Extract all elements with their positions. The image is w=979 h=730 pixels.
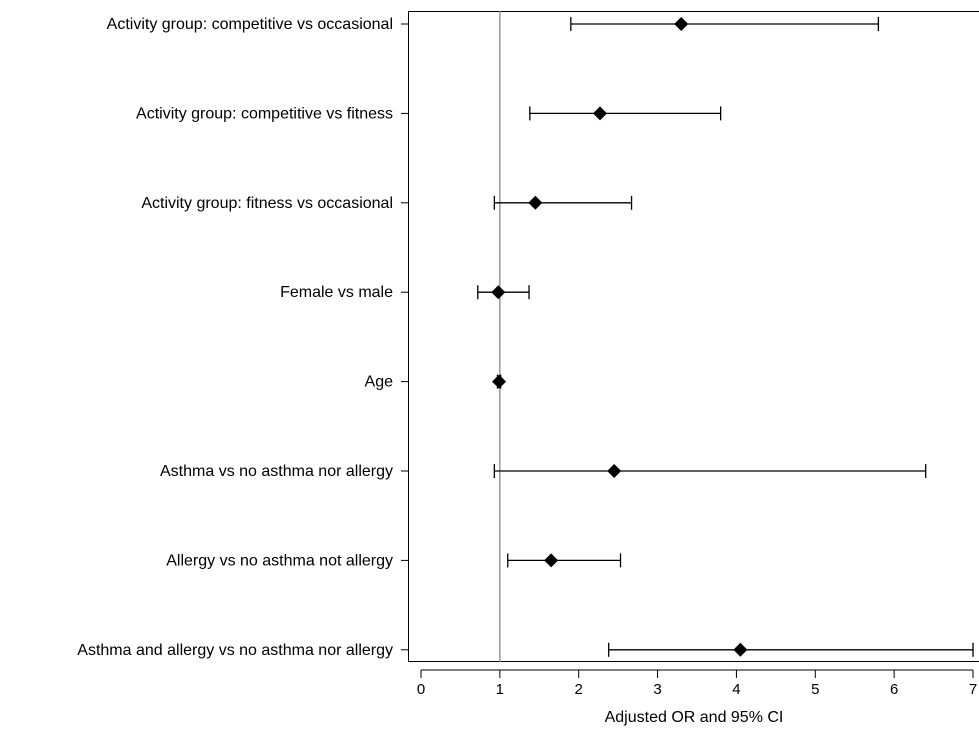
forest-row: Activity group: competitive vs occasiona… — [107, 16, 880, 33]
x-tick-label: 5 — [811, 681, 819, 698]
or-point-marker — [674, 17, 689, 31]
x-tick-label: 3 — [653, 681, 661, 698]
forest-row: Allergy vs no asthma not allergy — [166, 552, 622, 569]
row-label: Asthma vs no asthma nor allergy — [160, 463, 393, 480]
or-point-marker — [492, 374, 507, 389]
row-label: Asthma and allergy vs no asthma nor alle… — [77, 642, 393, 659]
or-point-marker — [593, 106, 608, 121]
row-label: Activity group: competitive vs occasiona… — [107, 16, 393, 33]
forest-row: Female vs male — [280, 284, 530, 301]
forest-row: Asthma vs no asthma nor allergy — [160, 463, 927, 480]
row-label: Age — [365, 374, 394, 391]
x-tick-label: 1 — [496, 681, 504, 698]
forest-row: Asthma and allergy vs no asthma nor alle… — [77, 642, 974, 659]
row-label: Activity group: competitive vs fitness — [136, 105, 393, 122]
or-point-marker — [733, 642, 748, 657]
plot-frame — [408, 11, 979, 662]
x-tick-label: 6 — [890, 681, 898, 698]
or-point-marker — [544, 553, 559, 568]
rows-layer: Activity group: competitive vs occasiona… — [77, 16, 974, 659]
forest-row: Activity group: competitive vs fitness — [136, 105, 722, 122]
x-axis: 0 1 2 3 4 5 6 7 — [417, 669, 977, 698]
or-point-marker — [528, 195, 543, 210]
x-tick-label: 2 — [575, 681, 583, 698]
x-tick-label: 0 — [417, 681, 425, 698]
or-point-marker — [607, 464, 622, 478]
or-point-marker — [491, 285, 506, 300]
row-label: Activity group: fitness vs occasional — [141, 195, 393, 212]
x-tick-label: 7 — [969, 681, 977, 698]
forest-row: Activity group: fitness vs occasional — [141, 195, 633, 212]
row-label: Allergy vs no asthma not allergy — [166, 552, 393, 569]
row-label: Female vs male — [280, 284, 393, 301]
x-tick-label: 4 — [732, 681, 740, 698]
forest-row: Age — [365, 374, 507, 391]
x-axis-title: Adjusted OR and 95% CI — [605, 709, 784, 726]
